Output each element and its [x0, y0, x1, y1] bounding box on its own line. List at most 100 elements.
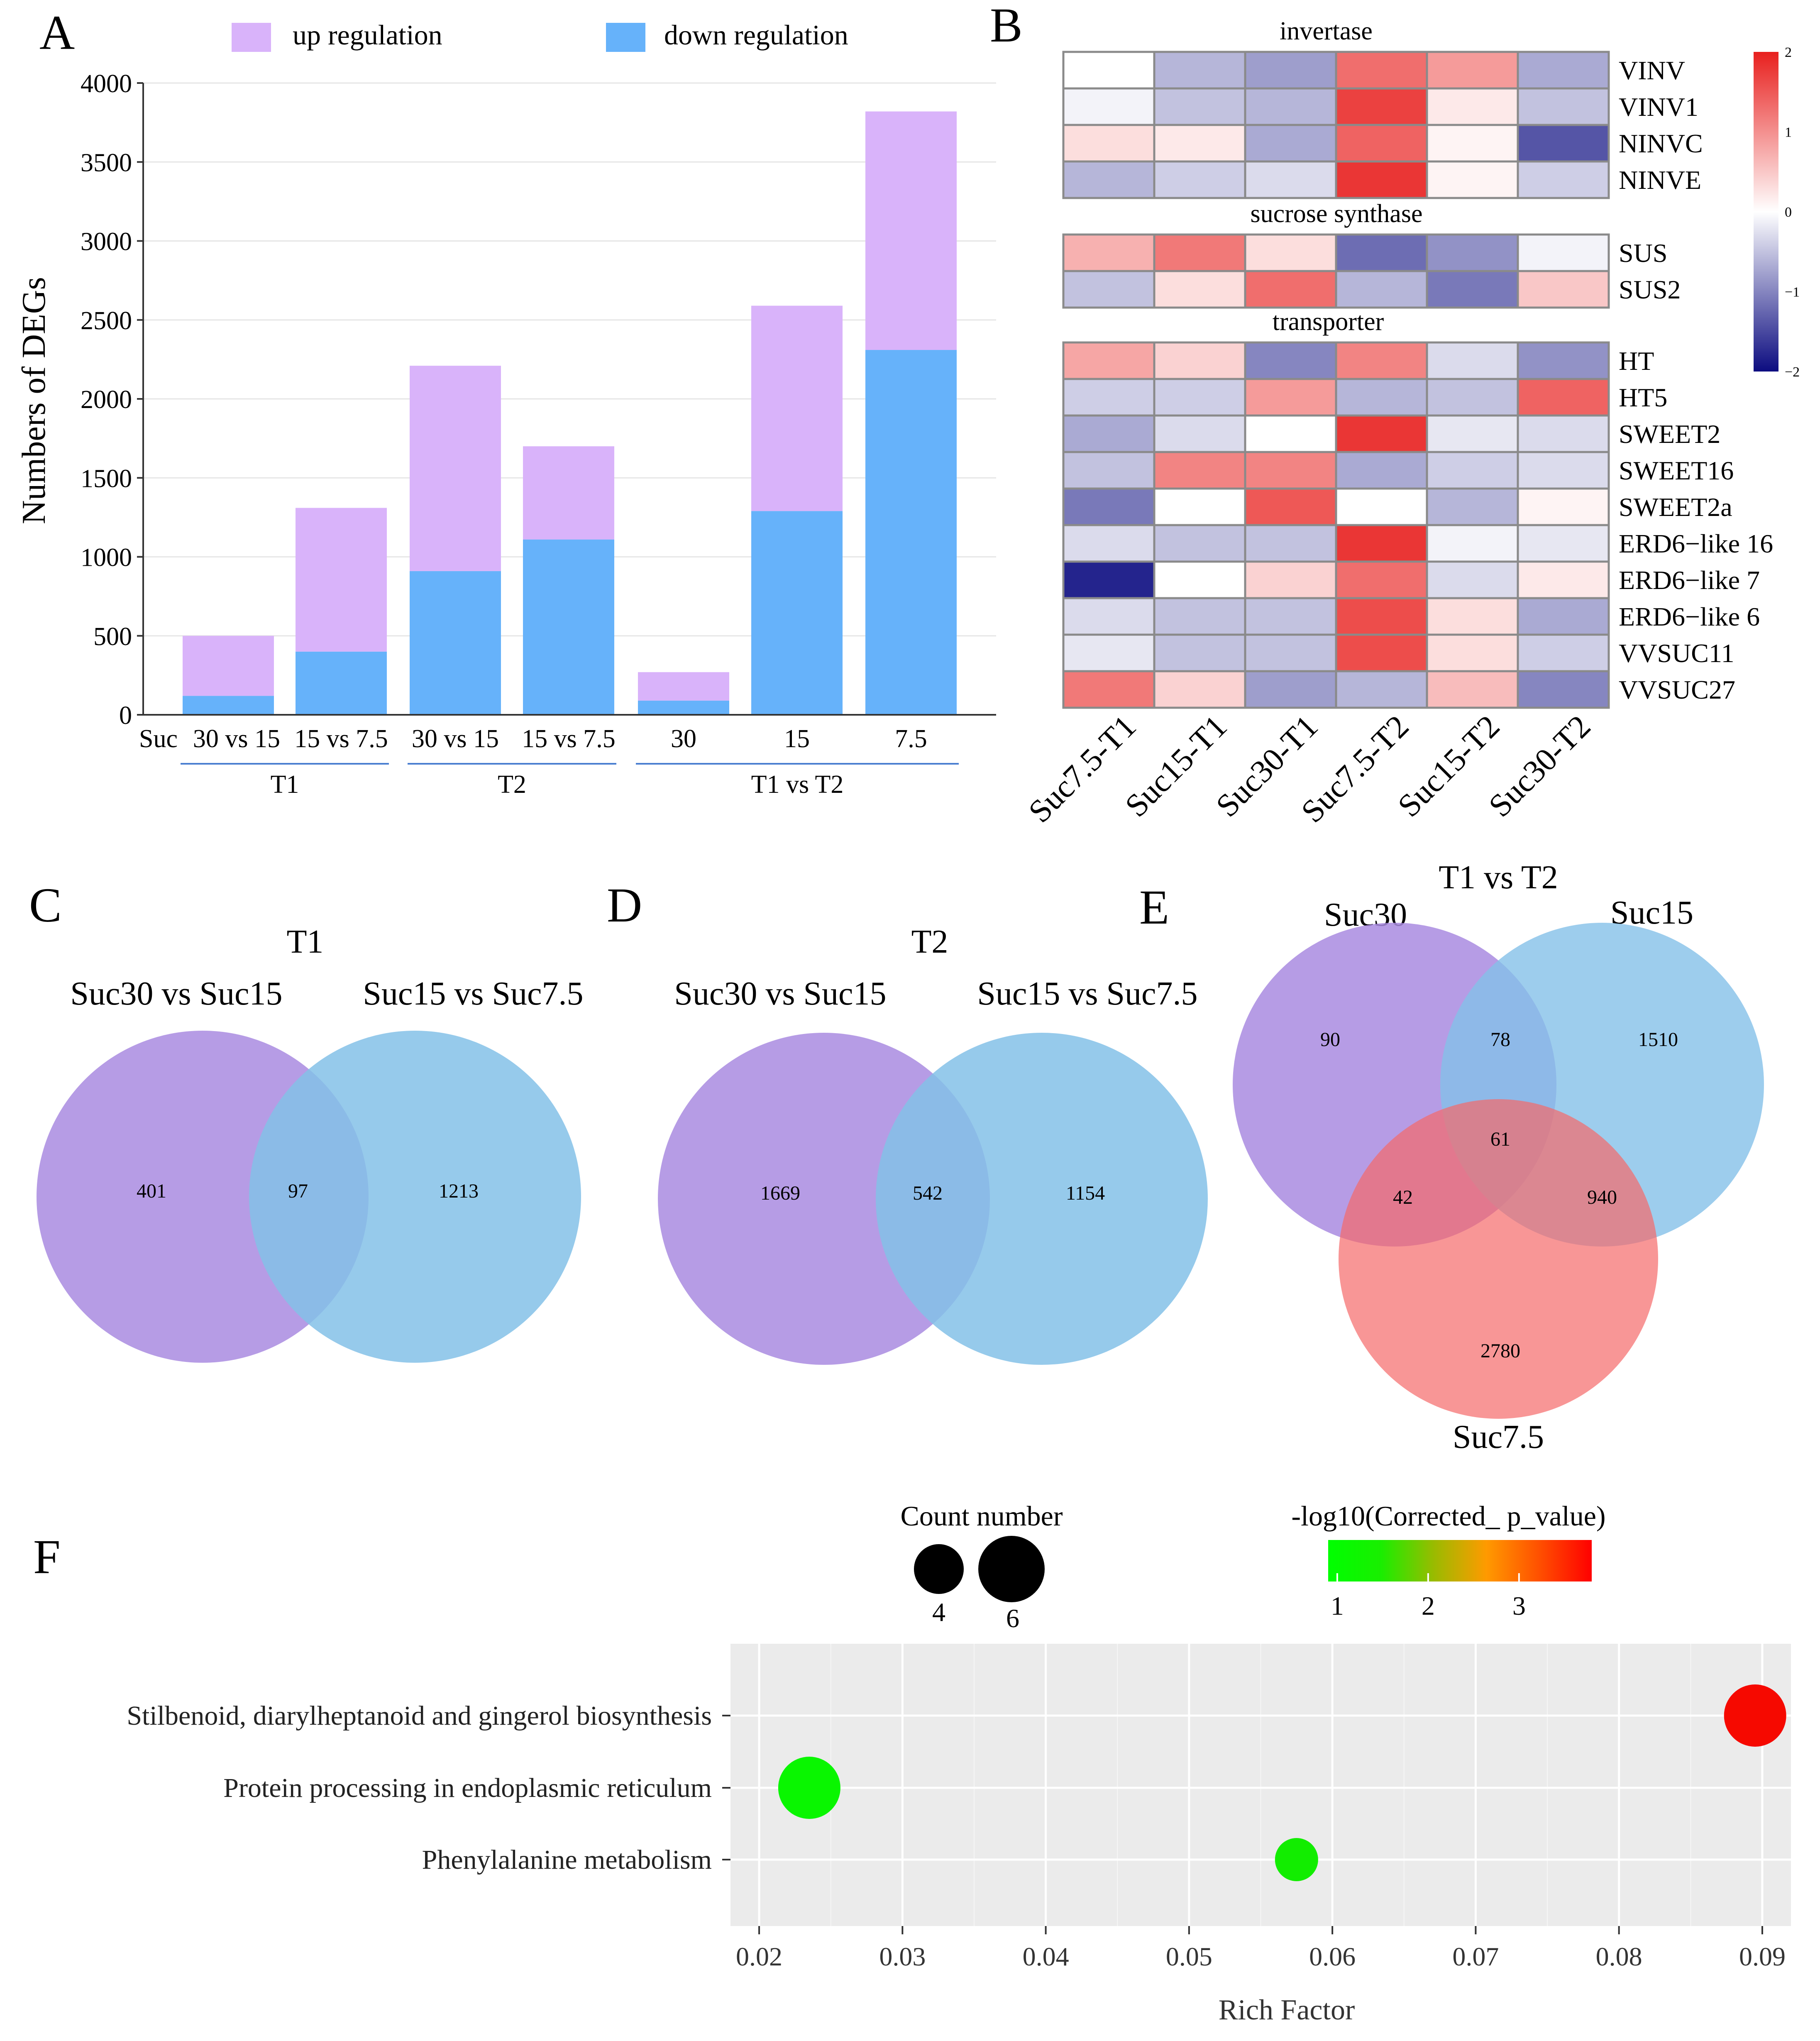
b-heat-cell [1244, 451, 1337, 490]
a-ytick-label: 4000 [81, 70, 132, 98]
f-term-label: Protein processing in endoplasmic reticu… [223, 1773, 712, 1803]
b-heat-cell [1244, 597, 1337, 636]
f-xtick-label: 0.03 [879, 1942, 926, 1971]
d-only-second: 1154 [1066, 1182, 1105, 1204]
e-ac: 42 [1393, 1186, 1413, 1208]
f-rows: Stilbenoid, diarylheptanoid and gingerol… [127, 1684, 1786, 1881]
panel-c: C T1 Suc30 vs Suc15 Suc15 vs Suc7.5 401 … [29, 878, 584, 1363]
b-column-label: Suc7.5-T1 [1021, 708, 1143, 830]
b-heat-cell [1517, 487, 1610, 526]
f-color-legend-bar [1328, 1540, 1592, 1581]
legend-up-swatch [232, 23, 271, 52]
b-heat-cell [1426, 560, 1519, 599]
panel-a-label: A [39, 5, 75, 60]
b-gene-label: SWEET2a [1619, 492, 1732, 522]
b-heat-cell [1335, 51, 1428, 90]
b-heat-cell [1335, 378, 1428, 417]
b-heat-cell [1062, 87, 1156, 126]
b-gene-label: ERD6−like 6 [1619, 602, 1760, 631]
b-heat-cell [1517, 414, 1610, 453]
b-heat-cell [1062, 670, 1156, 709]
b-heat-cell [1244, 233, 1337, 272]
f-xlabel: Rich Factor [1219, 1994, 1355, 2026]
b-heat-cell [1153, 524, 1246, 563]
d-set2-label: Suc15 vs Suc7.5 [977, 975, 1197, 1012]
panel-f-label: F [33, 1530, 61, 1584]
f-size-legend-dot-6 [978, 1536, 1045, 1602]
b-heat-cell [1062, 633, 1156, 672]
panel-d-label: D [607, 878, 642, 932]
b-column-label: Suc30-T2 [1481, 708, 1597, 824]
b-heat-cell [1244, 124, 1337, 163]
b-heat-cell [1062, 597, 1156, 636]
b-colorbar-tick: 1 [1785, 125, 1792, 140]
b-gene-label: ERD6−like 7 [1619, 565, 1760, 595]
a-bar-down [296, 651, 387, 715]
legend-down-swatch [606, 23, 645, 52]
b-heat-cell [1517, 341, 1610, 380]
a-bar-down [865, 350, 957, 715]
b-heat-cell [1062, 560, 1156, 599]
d-only-first: 1669 [760, 1182, 800, 1204]
b-heat-cell [1062, 270, 1156, 309]
b-heat-cell [1517, 87, 1610, 126]
b-block-title: sucrose synthase [1251, 200, 1423, 228]
a-xtick-label: 30 vs 15 [412, 725, 499, 753]
f-xtick-label: 0.06 [1309, 1942, 1356, 1971]
a-ytick-label: 500 [93, 623, 132, 651]
f-size-legend-4: 4 [932, 1597, 945, 1627]
e-bc: 940 [1587, 1186, 1617, 1208]
e-circle-3 [1339, 1099, 1658, 1419]
b-heat-cell [1153, 233, 1246, 272]
f-xtick-label: 0.07 [1452, 1942, 1499, 1971]
b-heat-cell [1517, 597, 1610, 636]
b-heat-cell [1244, 560, 1337, 599]
c-circle-2 [249, 1031, 581, 1363]
f-gridlines [730, 1644, 1791, 1926]
b-gene-label: VVSUC27 [1619, 675, 1735, 704]
f-x-ticks: 0.02 0.03 0.04 0.05 0.06 0.07 0.08 0.09 [736, 1926, 1786, 1971]
b-gene-label: VINV1 [1619, 92, 1698, 122]
b-heat-cell [1335, 270, 1428, 309]
b-heat-cell [1335, 414, 1428, 453]
a-xtick-label: 15 [784, 725, 810, 753]
c-set2-label: Suc15 vs Suc7.5 [363, 975, 583, 1012]
b-heat-cell [1517, 51, 1610, 90]
b-heat-cell [1426, 524, 1519, 563]
b-heat-cell [1335, 451, 1428, 490]
b-heat-cell [1426, 270, 1519, 309]
b-heat-cell [1062, 341, 1156, 380]
f-color-legend-title: -log10(Corrected_ p_value) [1291, 1500, 1605, 1532]
b-heat-cell [1426, 87, 1519, 126]
panel-c-label: C [29, 878, 62, 932]
a-x-labels: 30 vs 15 15 vs 7.5 30 vs 15 15 vs 7.5 30 15 7.… [193, 725, 927, 753]
b-heat-cell [1517, 524, 1610, 563]
panel-b-label: B [990, 0, 1023, 52]
a-bar-up [183, 636, 274, 696]
b-heat-cell [1062, 487, 1156, 526]
a-bar-down [410, 571, 501, 715]
a-xtick-label: 15 vs 7.5 [294, 725, 388, 753]
b-gene-label: SWEET2 [1619, 419, 1720, 449]
b-gene-label: HT [1619, 346, 1654, 376]
b-heat-cell [1062, 51, 1156, 90]
a-bar-up [751, 306, 843, 511]
a-ytick-label: 3000 [81, 228, 132, 256]
b-heat-cell [1426, 124, 1519, 163]
c-only-first: 401 [137, 1180, 166, 1202]
b-gene-label: NINVC [1619, 129, 1703, 158]
b-heat-cell [1153, 87, 1246, 126]
b-heat-cell [1335, 124, 1428, 163]
c-set1-label: Suc30 vs Suc15 [70, 975, 282, 1012]
b-heat-cell [1153, 487, 1246, 526]
a-bar-up [865, 111, 957, 350]
b-heat-cell [1426, 597, 1519, 636]
a-group-label: T2 [498, 770, 526, 799]
b-heat-cell [1244, 270, 1337, 309]
f-size-legend-6: 6 [1006, 1603, 1019, 1633]
legend-down-label: down regulation [664, 19, 848, 51]
b-heat-cell [1426, 378, 1519, 417]
b-heat-cell [1335, 341, 1428, 380]
b-heat-cell [1153, 341, 1246, 380]
panel-d: D T2 Suc30 vs Suc15 Suc15 vs Suc7.5 1669… [607, 878, 1208, 1365]
